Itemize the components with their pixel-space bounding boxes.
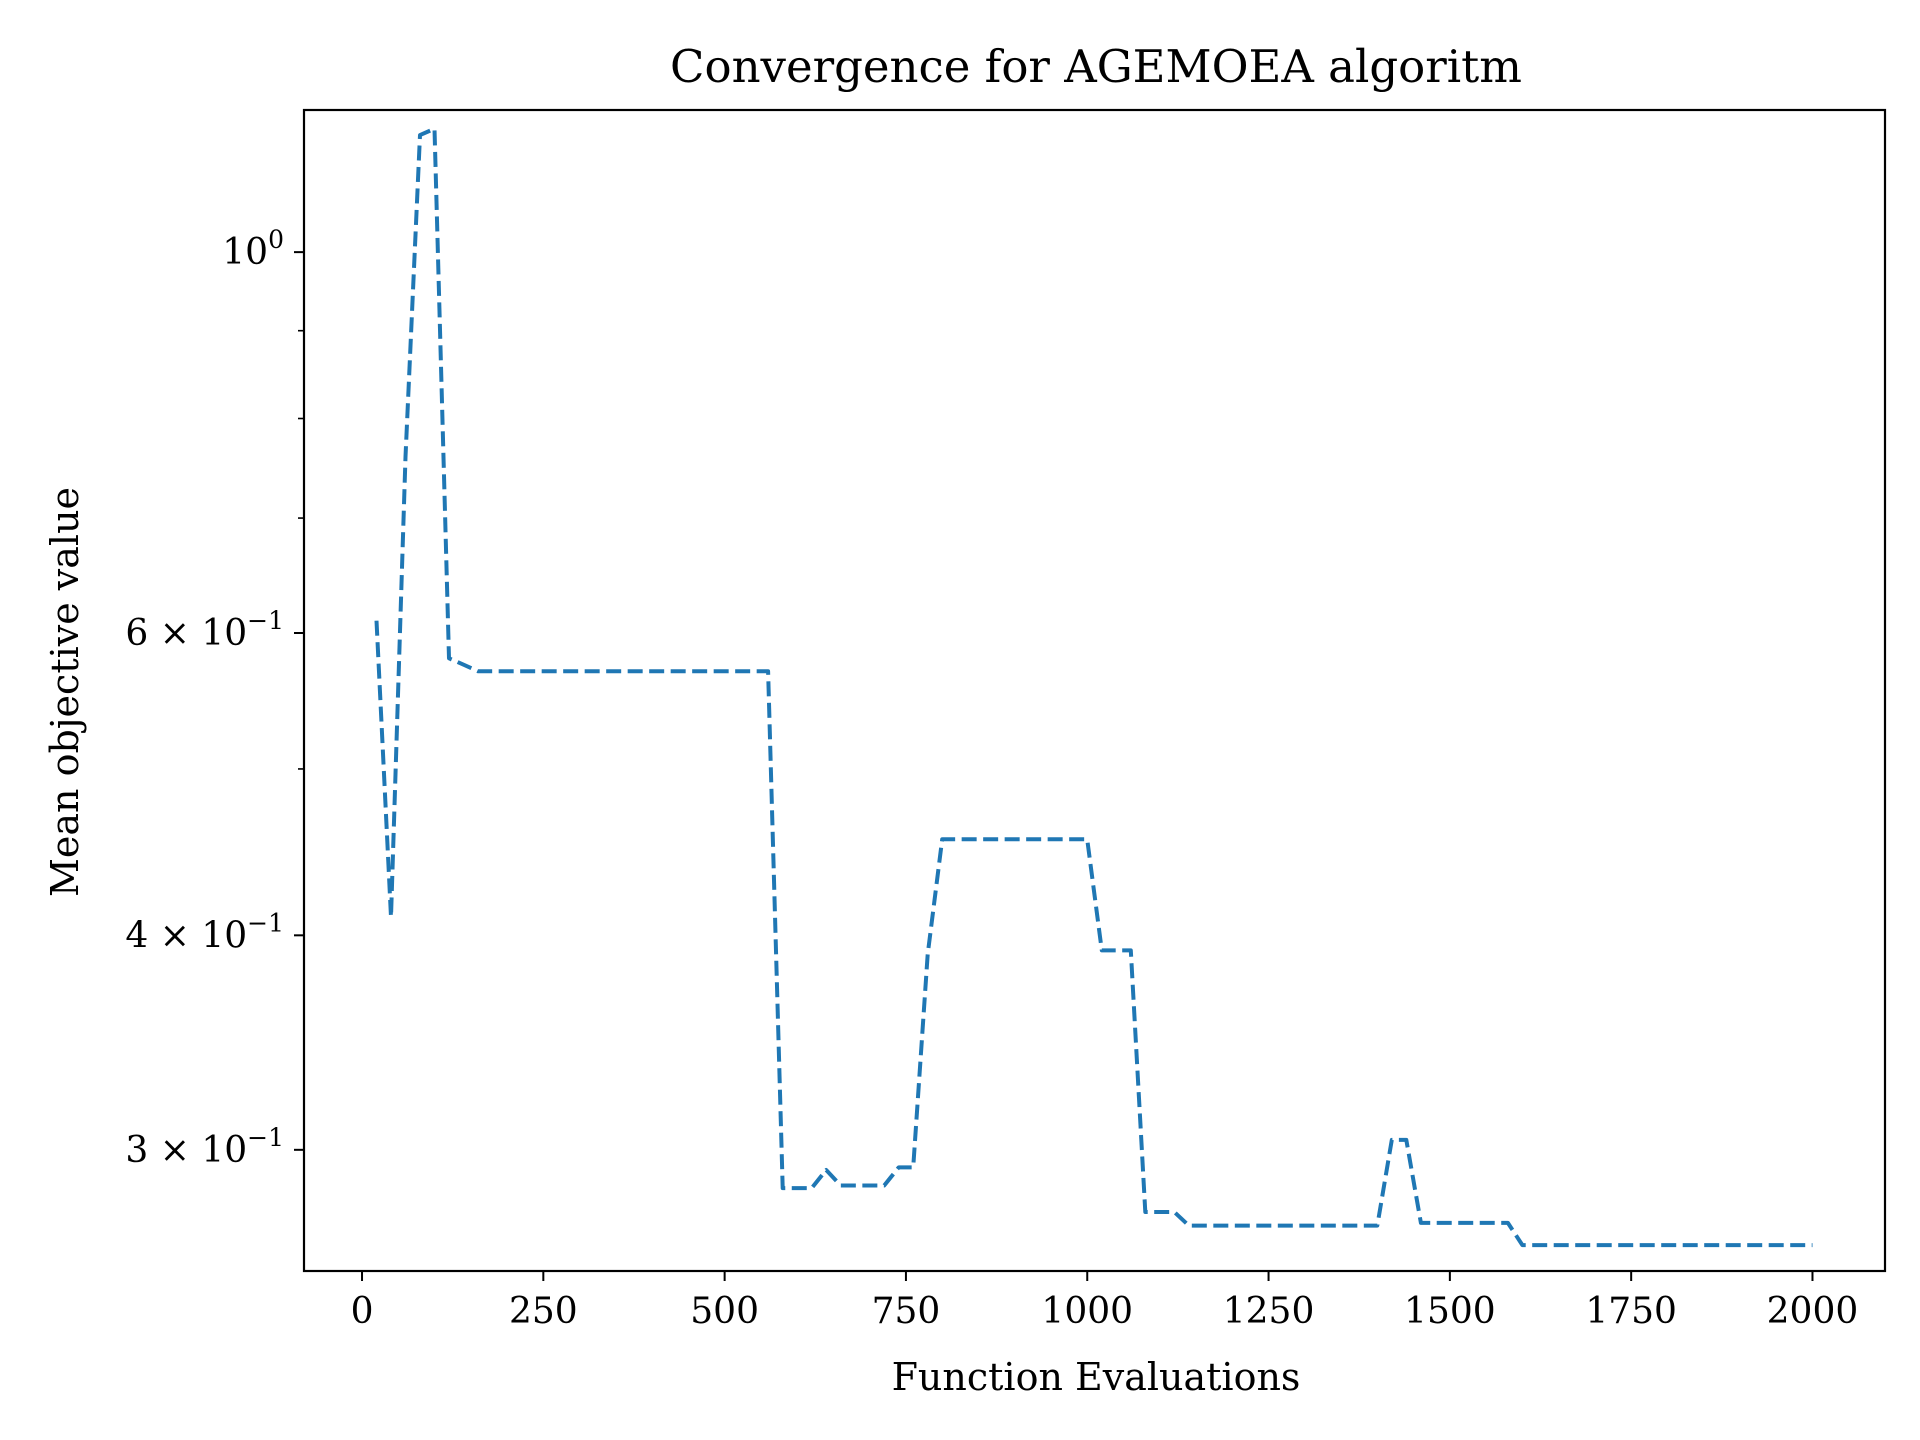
y-tick-label-base: 10: [222, 232, 268, 273]
y-axis-label: Mean objective value: [43, 487, 87, 897]
y-tick-label: 6 × 10−1: [125, 606, 284, 654]
y-tick-label-base: 6 × 10: [125, 613, 247, 654]
x-tick-label: 750: [872, 1291, 941, 1332]
y-tick-label: 100: [222, 225, 284, 273]
x-tick-label: 1500: [1404, 1291, 1496, 1332]
y-tick-label-exponent: −1: [247, 908, 284, 937]
x-tick-label: 0: [351, 1291, 374, 1332]
y-tick-label-exponent: −1: [247, 1123, 284, 1152]
x-tick-label: 2000: [1767, 1291, 1859, 1332]
y-tick-label-base: 3 × 10: [125, 1130, 247, 1171]
x-tick-label: 500: [690, 1291, 759, 1332]
y-tick-label-exponent: −1: [247, 606, 284, 635]
x-tick-label: 1250: [1223, 1291, 1315, 1332]
plot-frame: [302, 108, 1887, 1273]
y-tick-label: 3 × 10−1: [125, 1123, 284, 1171]
x-axis: 0 250 500 750 1000 1250 1500 1750 2000: [351, 1271, 1859, 1332]
y-tick-label-base: 4 × 10: [125, 915, 247, 956]
x-tick-label: 1750: [1585, 1291, 1677, 1332]
x-axis-label: Function Evaluations: [892, 1355, 1301, 1399]
y-tick-label-exponent: 0: [268, 225, 284, 254]
series-line: [374, 126, 1813, 1248]
y-tick-label: 4 × 10−1: [125, 908, 284, 956]
x-tick-label: 250: [509, 1291, 578, 1332]
chart-title: Convergence for AGEMOEA algoritm: [670, 40, 1522, 93]
x-tick-label: 1000: [1041, 1291, 1133, 1332]
